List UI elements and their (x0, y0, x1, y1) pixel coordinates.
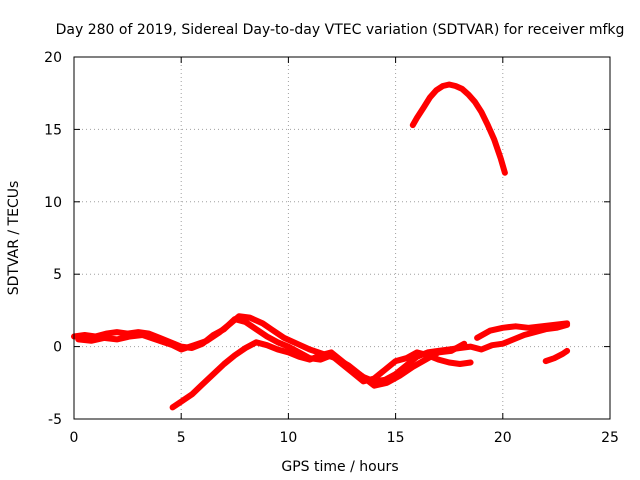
axis-ticks: 0 5 10 15 20 25 -5 0 5 10 15 20 (44, 50, 619, 446)
y-tick-label: 5 (53, 267, 62, 283)
x-tick-label: 0 (70, 430, 79, 446)
x-axis-label: GPS time / hours (281, 459, 398, 475)
y-axis-label: SDTVAR / TECUs (6, 181, 22, 296)
grid (74, 57, 610, 419)
x-tick-label: 15 (387, 430, 405, 446)
x-tick-label: 10 (279, 430, 297, 446)
series-track-d (474, 320, 571, 341)
series-track-b (169, 321, 571, 411)
y-tick-label: 20 (44, 50, 62, 66)
y-tick-label: 15 (44, 122, 62, 138)
series-track-f (409, 81, 508, 176)
chart-title: Day 280 of 2019, Sidereal Day-to-day VTE… (56, 22, 625, 38)
data-series (71, 81, 571, 411)
x-tick-label: 5 (177, 430, 186, 446)
y-tick-label: 10 (44, 195, 62, 211)
series-track-e (542, 347, 571, 365)
y-tick-label: -5 (48, 412, 62, 428)
x-tick-label: 25 (601, 430, 619, 446)
x-tick-label: 20 (494, 430, 512, 446)
y-tick-label: 0 (53, 340, 62, 356)
plot-frame (73, 56, 611, 420)
series-track-c (75, 313, 468, 389)
